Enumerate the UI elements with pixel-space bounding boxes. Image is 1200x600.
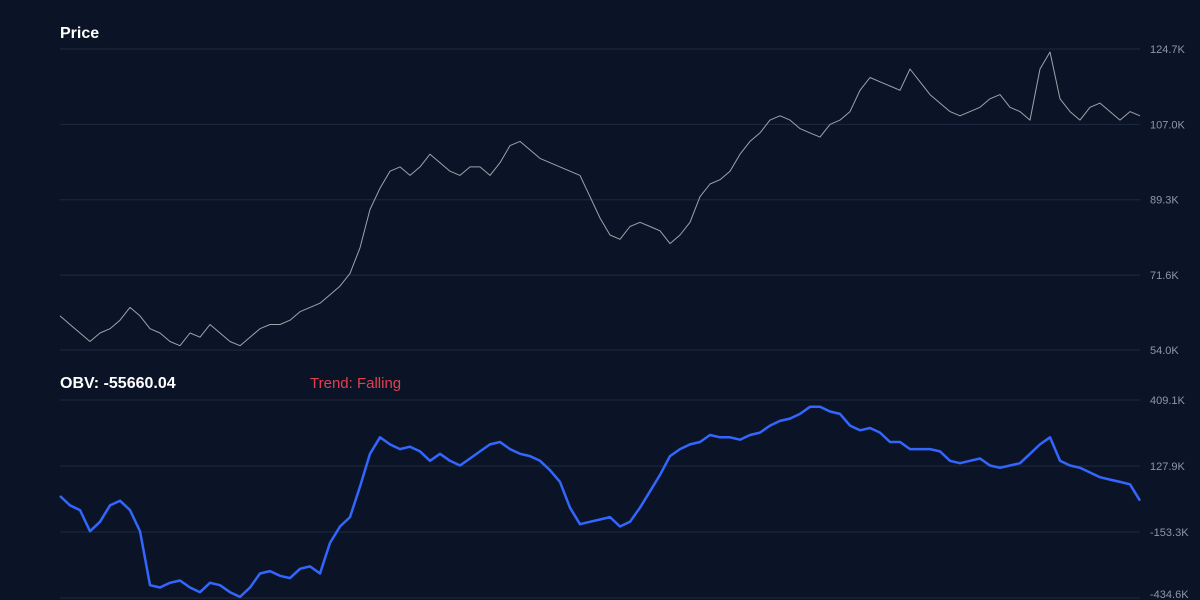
- obv-value-label: OBV: -55660.04: [60, 375, 176, 392]
- obv-ytick-label: -153.3K: [1150, 527, 1189, 539]
- price-ytick-label: 54.0K: [1150, 345, 1179, 357]
- price-panel-title: Price: [60, 25, 100, 42]
- price-series-line: [59, 51, 1141, 347]
- price-ytick-label: 71.6K: [1150, 270, 1179, 282]
- price-ytick-label: 107.0K: [1150, 119, 1186, 131]
- trend-label: Trend: Falling: [310, 375, 402, 392]
- obv-series-line: [59, 405, 1142, 599]
- obv-ytick-label: 409.1K: [1150, 395, 1186, 407]
- price-ytick-label: 89.3K: [1150, 195, 1179, 207]
- obv-ytick-label: -434.6K: [1150, 589, 1189, 600]
- price-ytick-label: 124.7K: [1150, 44, 1186, 56]
- obv-ytick-label: 127.9K: [1150, 461, 1186, 473]
